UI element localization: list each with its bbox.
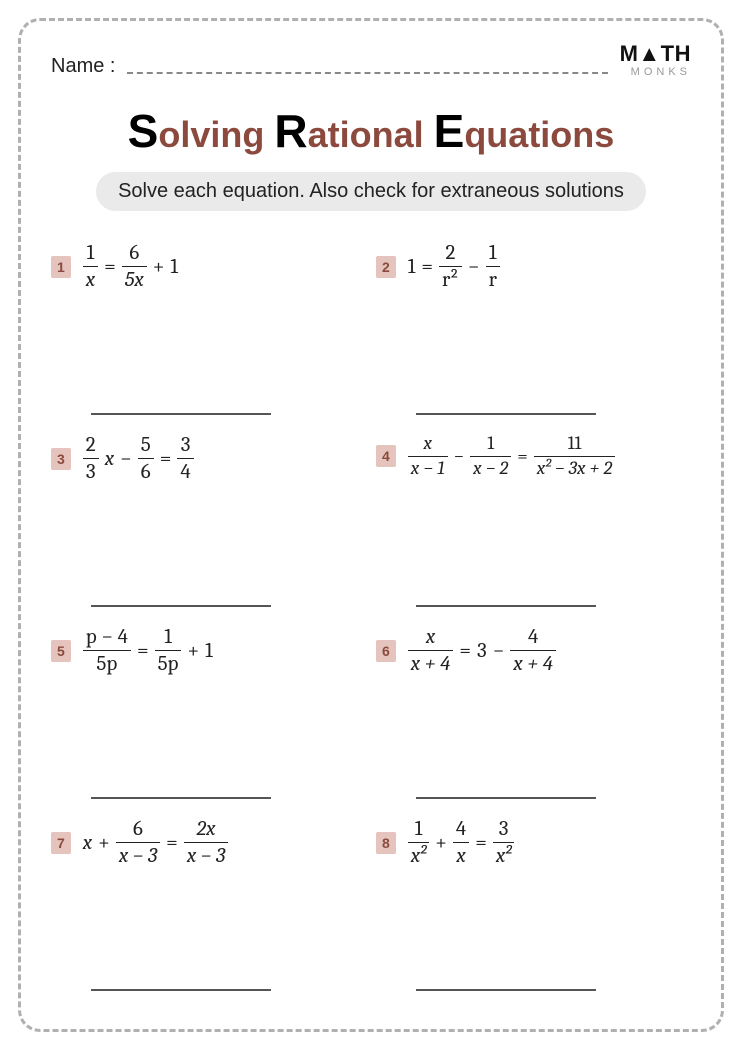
problem-number: 4 (376, 445, 396, 467)
problem-3: 3 23 x − 56 = 34 (51, 433, 366, 619)
name-label: Name : (51, 55, 115, 78)
problem-1: 1 1x = 65x + 1 (51, 241, 366, 427)
title-w1: olving (158, 114, 274, 155)
page-title: Solving Rational Equations (51, 104, 691, 158)
equation: xx + 4 = 3 − 4x + 4 (408, 625, 556, 676)
logo-text-top: M▲TH (620, 43, 691, 65)
problem-number: 3 (51, 448, 71, 470)
answer-line[interactable] (416, 413, 596, 415)
answer-line[interactable] (91, 989, 271, 991)
answer-line[interactable] (91, 413, 271, 415)
header-row: Name : M▲TH MONKS (51, 43, 691, 78)
problem-2: 2 1 = 2r² − 1r (376, 241, 691, 427)
answer-line[interactable] (416, 989, 596, 991)
instructions: Solve each equation. Also check for extr… (96, 172, 646, 211)
problem-number: 2 (376, 256, 396, 278)
problem-8: 8 1x² + 4x = 3x² (376, 817, 691, 1003)
equation: 1x = 65x + 1 (83, 241, 178, 292)
problem-number: 8 (376, 832, 396, 854)
problem-number: 7 (51, 832, 71, 854)
problem-number: 5 (51, 640, 71, 662)
title-cap-r: R (274, 105, 307, 157)
equation: p − 45p = 15p + 1 (83, 625, 213, 676)
problem-number: 1 (51, 256, 71, 278)
answer-line[interactable] (91, 605, 271, 607)
answer-line[interactable] (416, 605, 596, 607)
equation: x + 6x − 3 = 2xx − 3 (83, 817, 228, 868)
problem-5: 5 p − 45p = 15p + 1 (51, 625, 366, 811)
title-w2: ational (308, 114, 434, 155)
logo-text-bottom: MONKS (620, 67, 691, 78)
answer-line[interactable] (91, 797, 271, 799)
equation: xx − 1 − 1x − 2 = 11x² − 3x + 2 (408, 433, 615, 480)
brand-logo: M▲TH MONKS (620, 43, 691, 78)
problem-grid: 1 1x = 65x + 1 2 1 = 2r² − 1 (51, 241, 691, 1003)
title-cap-e: E (434, 105, 465, 157)
worksheet: Name : M▲TH MONKS Solving Rational Equat… (18, 18, 724, 1032)
equation: 23 x − 56 = 34 (83, 433, 194, 484)
equation: 1 = 2r² − 1r (408, 241, 500, 292)
problem-6: 6 xx + 4 = 3 − 4x + 4 (376, 625, 691, 811)
problem-7: 7 x + 6x − 3 = 2xx − 3 (51, 817, 366, 1003)
title-cap-s: S (128, 105, 159, 157)
name-input-line[interactable] (127, 72, 607, 74)
equation: 1x² + 4x = 3x² (408, 817, 515, 868)
answer-line[interactable] (416, 797, 596, 799)
title-w3: quations (464, 114, 614, 155)
problem-4: 4 xx − 1 − 1x − 2 = 11x² − 3x + 2 (376, 433, 691, 619)
problem-number: 6 (376, 640, 396, 662)
